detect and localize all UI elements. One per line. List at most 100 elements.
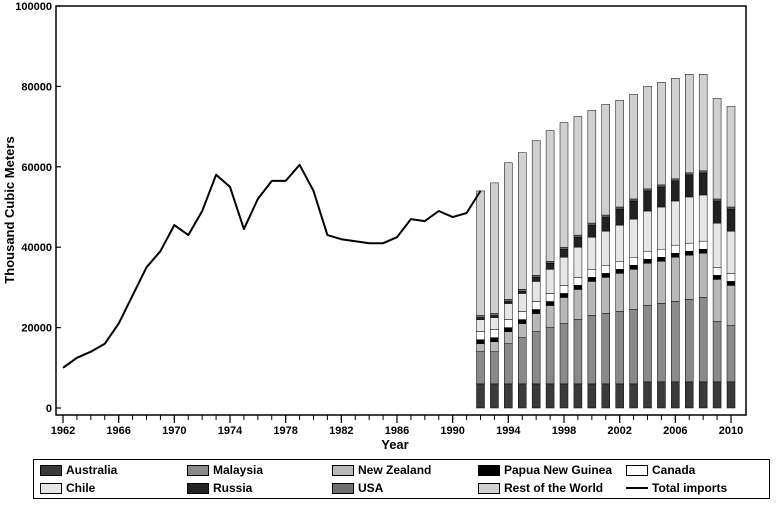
bar-segment-russia bbox=[657, 186, 666, 208]
bar-segment-russia bbox=[504, 301, 513, 304]
bar-segment-usa bbox=[685, 172, 694, 176]
bar-segment-malaysia bbox=[712, 321, 722, 383]
bar-segment-papua-new-guinea bbox=[643, 259, 652, 264]
bar-segment-australia bbox=[531, 383, 541, 409]
bar-segment-rest-of-the-world bbox=[587, 110, 597, 224]
bar-segment-rest-of-the-world bbox=[698, 74, 708, 172]
bar-segment-malaysia bbox=[601, 313, 610, 385]
bar-segment-malaysia bbox=[615, 311, 624, 385]
legend-swatch-malaysia bbox=[187, 464, 209, 476]
legend-item-total-imports: Total imports bbox=[626, 481, 727, 495]
bar-segment-rest-of-the-world bbox=[490, 182, 499, 314]
bar-segment-australia bbox=[698, 381, 708, 409]
bar-segment-papua-new-guinea bbox=[629, 265, 638, 270]
bar-segment-usa bbox=[726, 206, 736, 210]
bar-segment-papua-new-guinea bbox=[476, 339, 485, 344]
y-axis-title: Thousand Cubic Meters bbox=[2, 136, 17, 283]
bar-segment-usa bbox=[601, 214, 610, 218]
bar-segment-rest-of-the-world bbox=[601, 104, 610, 216]
bar-segment-malaysia bbox=[573, 319, 583, 385]
legend: Australia Malaysia New Zealand Papua New… bbox=[33, 459, 770, 499]
bar-segment-papua-new-guinea bbox=[573, 285, 583, 290]
bar-segment-chile bbox=[726, 230, 736, 274]
bar-segment-australia bbox=[490, 383, 499, 409]
legend-label-usa: USA bbox=[358, 481, 384, 495]
bar-segment-papua-new-guinea bbox=[504, 327, 513, 332]
bar-segment-canada bbox=[587, 269, 597, 278]
bar-segment-canada bbox=[685, 242, 694, 252]
bar-segment-australia bbox=[601, 383, 610, 409]
bar-segment-canada bbox=[629, 257, 638, 266]
bar-segment-usa bbox=[657, 184, 666, 188]
legend-label-rest-of-the-world: Rest of the World bbox=[504, 481, 604, 495]
bar-segment-canada bbox=[726, 273, 736, 282]
total-imports-line bbox=[62, 163, 482, 369]
bar-segment-new-zealand bbox=[671, 257, 680, 302]
bar-segment-russia bbox=[559, 248, 569, 258]
bar-segment-malaysia bbox=[643, 305, 652, 383]
x-tick-label: 2010 bbox=[719, 425, 743, 437]
bar-segment-usa bbox=[545, 261, 555, 264]
bar-segment-canada bbox=[615, 261, 624, 270]
x-tick-label: 1986 bbox=[385, 425, 409, 437]
bar-segment-russia bbox=[573, 236, 583, 248]
legend-item-chile: Chile bbox=[40, 481, 95, 495]
bar-segment-canada bbox=[712, 267, 722, 276]
y-tick-label: 100000 bbox=[15, 1, 52, 13]
x-tick-label: 1974 bbox=[218, 425, 243, 437]
bar-segment-new-zealand bbox=[629, 269, 638, 310]
bar-segment-chile bbox=[531, 281, 541, 302]
bar-segment-new-zealand bbox=[601, 277, 610, 314]
bar-segment-malaysia bbox=[559, 323, 569, 385]
bar-segment-canada bbox=[698, 240, 708, 250]
bar-segment-malaysia bbox=[531, 331, 541, 385]
bar-segment-usa bbox=[518, 289, 527, 292]
bar-segment-chile bbox=[643, 210, 652, 252]
bar-segment-usa bbox=[615, 206, 624, 210]
bar-segment-new-zealand bbox=[615, 273, 624, 312]
bar-segment-chile bbox=[671, 200, 680, 246]
bar-segment-rest-of-the-world bbox=[476, 190, 485, 316]
legend-swatch-australia bbox=[40, 464, 62, 476]
legend-item-papua-new-guinea: Papua New Guinea bbox=[478, 463, 612, 477]
bar-segment-australia bbox=[587, 383, 597, 409]
bar-segment-malaysia bbox=[657, 303, 666, 383]
bar-segment-papua-new-guinea bbox=[490, 337, 499, 342]
legend-line-total-imports bbox=[626, 487, 648, 489]
bar-segment-russia bbox=[712, 200, 722, 224]
bar-segment-russia bbox=[643, 190, 652, 212]
bar-segment-rest-of-the-world bbox=[573, 116, 583, 236]
x-tick-label: 1982 bbox=[329, 425, 353, 437]
bar-segment-australia bbox=[559, 383, 569, 409]
bar-segment-new-zealand bbox=[518, 323, 527, 338]
bar-segment-new-zealand bbox=[573, 289, 583, 320]
legend-item-russia: Russia bbox=[187, 481, 252, 495]
bar-segment-papua-new-guinea bbox=[531, 309, 541, 314]
bar-segment-rest-of-the-world bbox=[545, 130, 555, 262]
bar-segment-russia bbox=[671, 180, 680, 202]
y-tick-label: 20000 bbox=[21, 323, 52, 335]
bar-segment-rest-of-the-world bbox=[726, 106, 736, 208]
bar-segment-malaysia bbox=[698, 297, 708, 383]
bar-segment-papua-new-guinea bbox=[601, 273, 610, 278]
x-tick-label: 1990 bbox=[440, 425, 464, 437]
legend-swatch-russia bbox=[187, 482, 209, 494]
x-tick-label: 2002 bbox=[607, 425, 631, 437]
bar-segment-usa bbox=[643, 188, 652, 192]
bar-segment-papua-new-guinea bbox=[559, 293, 569, 298]
legend-item-canada: Canada bbox=[626, 463, 695, 477]
x-tick-label: 1978 bbox=[273, 425, 297, 437]
legend-item-new-zealand: New Zealand bbox=[332, 463, 431, 477]
bar-segment-chile bbox=[698, 194, 708, 242]
bar-segment-rest-of-the-world bbox=[671, 78, 680, 180]
bar-segment-australia bbox=[573, 383, 583, 409]
bar-segment-canada bbox=[518, 311, 527, 320]
bar-segment-malaysia bbox=[587, 315, 597, 385]
bar-segment-chile bbox=[476, 319, 485, 332]
bar-segment-australia bbox=[504, 383, 513, 409]
bar-segment-australia bbox=[712, 381, 722, 409]
bar-segment-canada bbox=[476, 331, 485, 340]
bar-segment-malaysia bbox=[476, 351, 485, 385]
bar-segment-new-zealand bbox=[545, 305, 555, 328]
bar-segment-new-zealand bbox=[643, 263, 652, 306]
